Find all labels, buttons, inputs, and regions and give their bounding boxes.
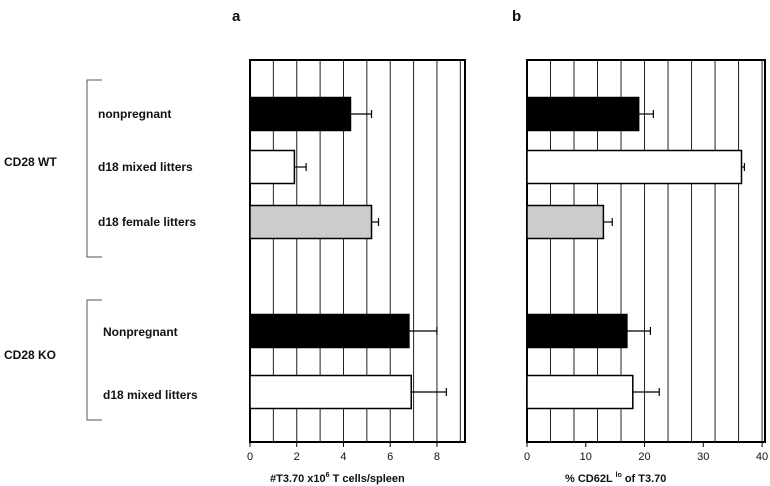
panel-b-bars xyxy=(526,96,746,410)
panel-b-tick-label-0: 0 xyxy=(524,451,530,463)
panel-a-bar-3 xyxy=(249,313,410,349)
row-label-wt-d18-female: d18 female litters xyxy=(98,215,196,229)
panel-a-bar-1 xyxy=(249,149,296,185)
panel-b-bar-4 xyxy=(526,374,634,410)
panel-b-ticks: 0 10 20 30 40 xyxy=(524,442,768,463)
panel-b-bar-2 xyxy=(526,204,605,240)
group-label-cd28-wt: CD28 WT xyxy=(4,155,57,169)
panel-b-tick-label-2: 20 xyxy=(638,451,650,463)
panel-b-letter: b xyxy=(512,8,521,25)
panel-b-tick-label-4: 40 xyxy=(756,451,768,463)
panel-b-x-axis-label-tail: of T3.70 xyxy=(622,473,667,485)
panel-a-ticks: 0 2 4 6 8 xyxy=(247,442,440,463)
row-label-wt-nonpregnant: nonpregnant xyxy=(98,107,171,121)
panel-a-bar-0 xyxy=(249,96,352,132)
panel-a-tick-label-2: 4 xyxy=(340,451,346,463)
row-label-ko-d18-mixed: d18 mixed litters xyxy=(103,388,198,402)
group-label-cd28-ko: CD28 KO xyxy=(4,348,56,362)
panel-a-x-axis-label-superscript: 6 xyxy=(326,472,330,479)
panel-b-bar-1 xyxy=(526,149,743,185)
panel-b-bar-3 xyxy=(526,313,628,349)
panel-a-x-axis-label-tail: T cells/spleen xyxy=(330,473,405,485)
panel-b-bar-0 xyxy=(526,96,640,132)
panel-a-tick-label-1: 2 xyxy=(294,451,300,463)
panel-a-x-axis-label-main: #T3.70 x10 xyxy=(270,473,326,485)
group-bracket-ko xyxy=(86,299,102,421)
panel-b-tick-label-3: 30 xyxy=(697,451,709,463)
panel-a-bar-4 xyxy=(249,374,412,410)
panel-a-bars xyxy=(249,96,447,410)
panel-b-x-axis-label-main: % CD62L xyxy=(565,473,616,485)
panel-a-tick-label-3: 6 xyxy=(387,451,393,463)
panel-b-chart: 0 10 20 30 40 % CD62L lo of T3.70 xyxy=(524,59,768,485)
panel-a-x-axis-label: #T3.70 x106 T cells/spleen xyxy=(270,472,405,485)
row-label-wt-d18-mixed: d18 mixed litters xyxy=(98,160,193,174)
row-label-ko-nonpregnant: Nonpregnant xyxy=(103,325,178,339)
panel-b-x-axis-label: % CD62L lo of T3.70 xyxy=(565,472,666,485)
group-bracket-wt xyxy=(86,79,102,258)
panel-b-tick-label-1: 10 xyxy=(580,451,592,463)
panel-a-tick-label-4: 8 xyxy=(434,451,440,463)
panel-a-letter: a xyxy=(232,8,241,25)
panel-a-tick-label-0: 0 xyxy=(247,451,253,463)
panel-b-x-axis-label-superscript: lo xyxy=(616,472,622,479)
panel-a-bar-2 xyxy=(249,204,373,240)
